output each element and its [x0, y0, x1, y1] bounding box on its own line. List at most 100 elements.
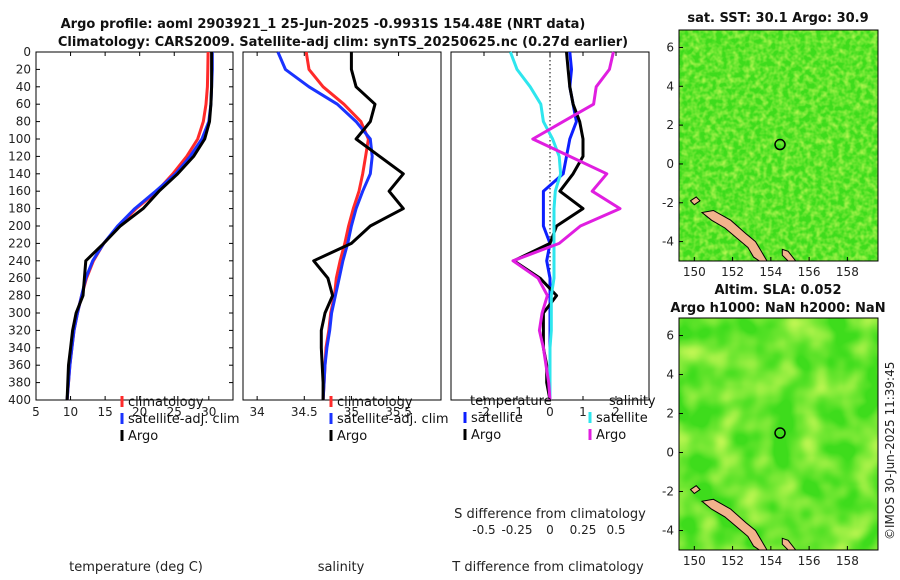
map-ytick-label: 6	[666, 329, 674, 343]
xtick-label: 1	[579, 405, 587, 419]
map-ytick-label: 2	[666, 118, 674, 132]
ytick-label: 180	[8, 202, 31, 216]
series-line-argo	[312, 52, 405, 400]
xtick-label: 15	[97, 405, 112, 419]
map-xtick-label: 150	[683, 554, 706, 568]
xtick-label: -1	[511, 405, 523, 419]
xtick-label: 2	[612, 405, 620, 419]
ytick-label: 380	[8, 376, 31, 390]
figure-title-line1: Argo profile: aoml 2903921_1 25-Jun-2025…	[61, 17, 586, 32]
xtick-label: -2	[478, 405, 490, 419]
xtick-label: 34	[250, 405, 265, 419]
ytick-label: 300	[8, 306, 31, 320]
xtick-label: 25	[167, 405, 182, 419]
map-ytick-label: 4	[666, 368, 674, 382]
map-ytick-label: 4	[666, 79, 674, 93]
legend-label: satellite	[596, 411, 648, 426]
sal-tick-label: 0	[546, 523, 554, 537]
map-xtick-label: 152	[721, 265, 744, 279]
ytick-label: 240	[8, 254, 31, 268]
difference-legend: temperature salinity satellite Argo satellit…	[463, 394, 656, 443]
sst-map-frame	[678, 29, 879, 262]
series-line-s-argo	[511, 51, 622, 401]
map-xtick-label: 154	[759, 554, 782, 568]
land-new-ireland	[700, 209, 768, 262]
difference-xlabel: T difference from climatology	[451, 560, 644, 575]
land-new-ireland	[700, 498, 768, 551]
xtick-label: 5	[32, 405, 40, 419]
difference-xlabel-top: S difference from climatology	[454, 507, 646, 522]
legend-label: climatology	[337, 395, 413, 410]
map-xtick-label: 154	[759, 265, 782, 279]
sst-map-texture	[679, 30, 878, 261]
xtick-label: 35	[344, 405, 359, 419]
map-xtick-label: 158	[836, 265, 859, 279]
xtick-label: 30	[201, 405, 216, 419]
xtick-label: 34.5	[291, 405, 318, 419]
ytick-label: 320	[8, 323, 31, 337]
xtick-label: 20	[132, 405, 147, 419]
map-ytick-label: -2	[662, 196, 674, 210]
legend-label: Argo	[337, 429, 367, 444]
temperature-panel: 0 20 40 60 80 100 120 140 160 180 200 220 240 260 280 3…	[8, 45, 240, 575]
xtick-label: 0	[546, 405, 554, 419]
argo-location-marker	[774, 138, 786, 151]
legend-label: climatology	[128, 395, 204, 410]
map-ytick-label: -2	[662, 485, 674, 499]
imos-watermark: ©IMOS 30-Jun-2025 11:39:45	[883, 362, 897, 540]
sal-tick-label: 0.5	[606, 523, 625, 537]
sal-tick-label: -0.25	[501, 523, 532, 537]
temperature-xlabel: temperature (deg C)	[69, 560, 203, 575]
map-xtick-label: 158	[836, 554, 859, 568]
xtick-label: 35.5	[385, 405, 412, 419]
series-line-satellite-adj-clim	[276, 51, 374, 401]
sal-tick-label: -0.5	[472, 523, 495, 537]
map-ytick-label: -4	[662, 524, 674, 538]
legend-label: Argo	[128, 429, 158, 444]
map-xtick-label: 152	[721, 554, 744, 568]
ytick-label: 20	[16, 62, 31, 76]
series-line-s-satellite	[508, 51, 563, 400]
sal-tick-label: 0.25	[570, 523, 597, 537]
figure-title-line2: Climatology: CARS2009. Satellite-adj cli…	[58, 35, 628, 50]
legend-title-salinity: salinity	[609, 394, 656, 409]
ytick-label: 60	[16, 97, 31, 111]
salinity-xlabel: salinity	[318, 560, 365, 575]
ytick-label: 400	[8, 393, 31, 407]
ytick-label: 140	[8, 167, 31, 181]
ytick-label: 220	[8, 236, 31, 250]
series-line-argo	[65, 52, 214, 401]
ytick-label: 200	[8, 219, 31, 233]
land-islet	[689, 485, 701, 495]
ytick-label: 40	[16, 80, 31, 94]
argo-location-marker	[774, 427, 786, 439]
sla-map: Altim. SLA: 0.052 Argo h1000: NaN h2000:…	[662, 283, 886, 568]
map-xtick-label: 150	[683, 265, 706, 279]
legend-label: Argo	[596, 428, 626, 443]
legend-title-temperature: temperature	[470, 394, 552, 409]
map-ytick-label: -4	[662, 235, 674, 249]
salinity-panel: 34 34.5 35 35.5 salinity climatology satelli…	[242, 51, 449, 575]
map-xtick-label: 156	[798, 265, 821, 279]
ytick-label: 120	[8, 149, 31, 163]
map-ytick-label: 2	[666, 407, 674, 421]
sst-map: sat. SST: 30.1 Argo: 30.9 150 152 154 156 15…	[662, 11, 879, 279]
ytick-label: 160	[8, 184, 31, 198]
sst-map-title: sat. SST: 30.1 Argo: 30.9	[687, 11, 868, 26]
ytick-label: 0	[23, 45, 31, 59]
temperature-legend: climatology satellite-adj. clim Argo	[120, 395, 240, 444]
temperature-axes-frame	[35, 51, 234, 401]
sla-map-title-line1: Altim. SLA: 0.052	[715, 283, 842, 298]
map-ytick-label: 0	[666, 446, 674, 460]
sla-map-title-line2: Argo h1000: NaN h2000: NaN	[670, 301, 885, 316]
ytick-label: 340	[8, 341, 31, 355]
land-islet	[689, 196, 701, 206]
ytick-label: 280	[8, 289, 31, 303]
legend-label: satellite-adj. clim	[337, 412, 449, 427]
ytick-label: 360	[8, 358, 31, 372]
legend-label: Argo	[471, 428, 501, 443]
ytick-label: 100	[8, 132, 31, 146]
salinity-legend: climatology satellite-adj. clim Argo	[329, 395, 449, 444]
ytick-label: 260	[8, 271, 31, 285]
